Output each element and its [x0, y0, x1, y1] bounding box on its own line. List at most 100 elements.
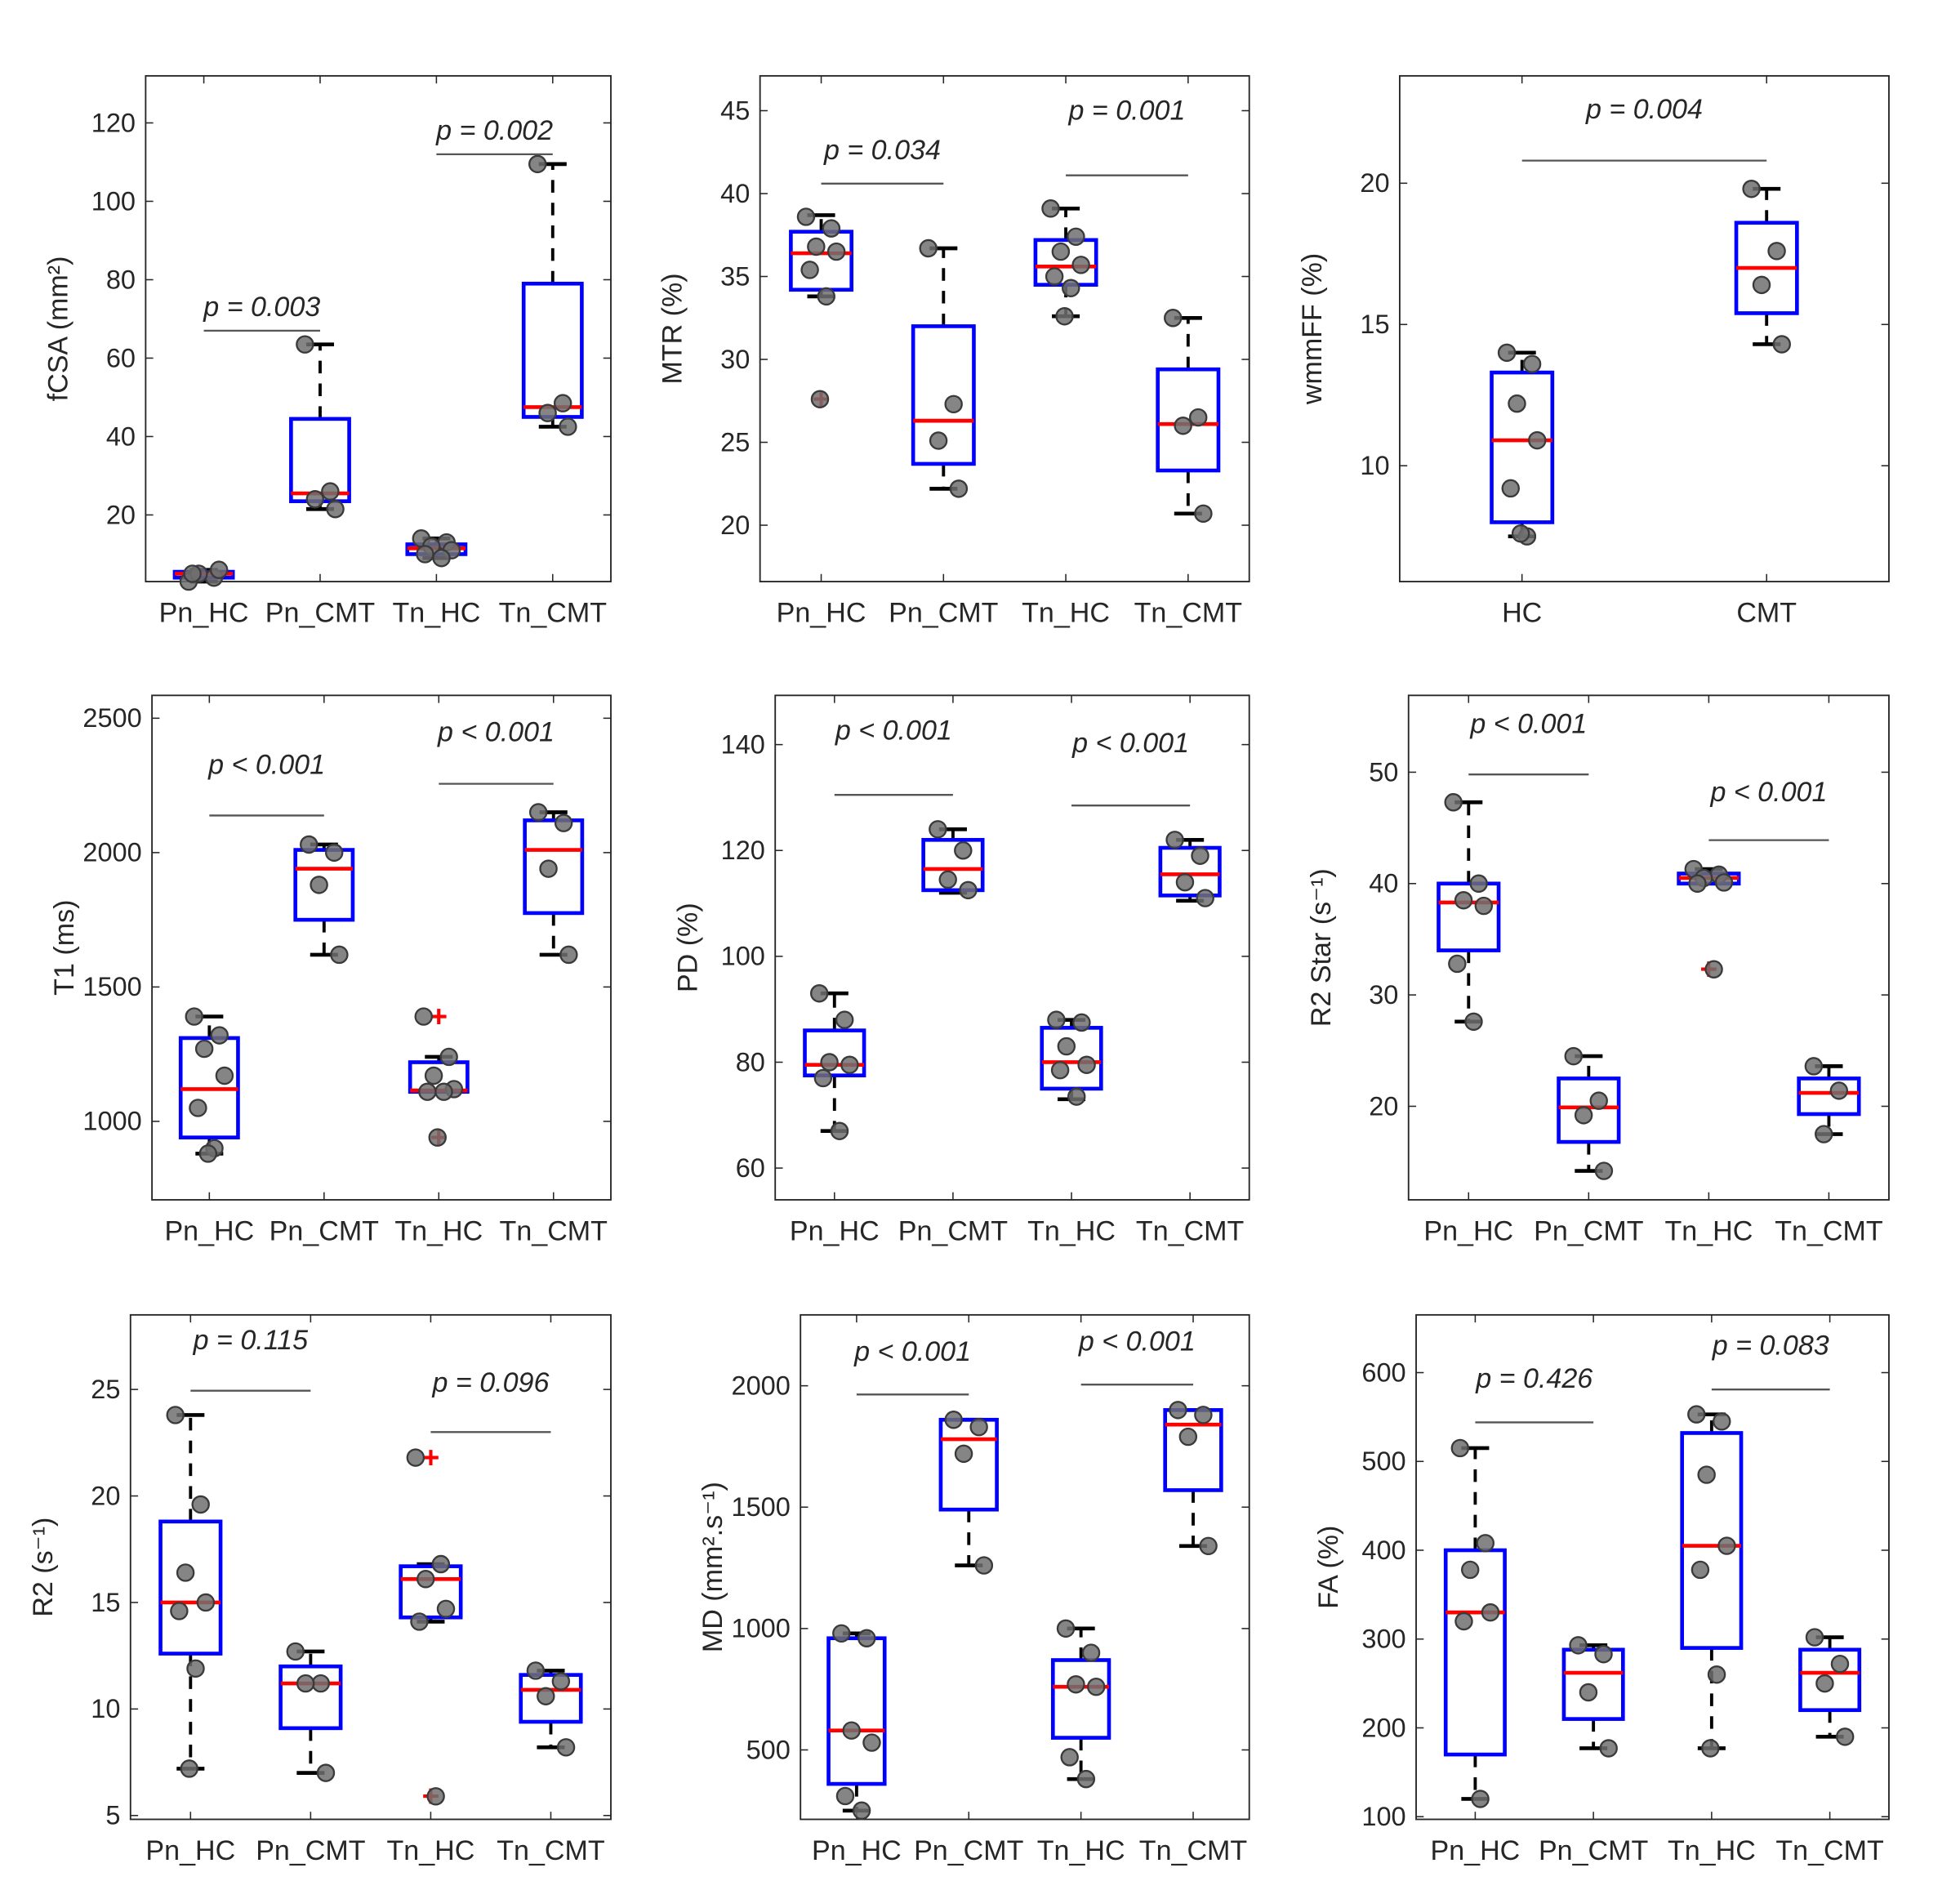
y-tick-label: 100 — [91, 186, 136, 216]
y-axis-label: T1 (ms) — [49, 900, 80, 996]
box-iqr — [1797, 1077, 1861, 1117]
box-Tn_CMT — [1797, 1057, 1861, 1143]
p-value-label: p = 0.096 — [431, 1367, 549, 1398]
x-tick-label: Pn_HC — [812, 1835, 902, 1866]
data-point — [559, 417, 577, 436]
y-tick-label: 100 — [1361, 1802, 1405, 1831]
box-iqr — [1490, 370, 1555, 524]
data-point — [439, 1047, 458, 1067]
x-tick-label: Pn_CMT — [889, 598, 999, 629]
data-point — [176, 1563, 195, 1582]
data-point — [1476, 1534, 1495, 1553]
axes-frame — [1415, 1313, 1890, 1821]
x-tick-label: Pn_HC — [159, 598, 249, 629]
data-point — [807, 237, 826, 256]
box-Pn_HC — [803, 984, 866, 1140]
data-point — [198, 1144, 218, 1163]
data-point — [1804, 1057, 1824, 1076]
data-point — [1174, 417, 1192, 435]
x-tick-label: Pn_CMT — [914, 1835, 1024, 1866]
box-iqr — [399, 1564, 463, 1620]
data-point — [800, 261, 819, 279]
data-point — [406, 1448, 425, 1467]
data-point — [185, 1007, 203, 1026]
data-point — [538, 403, 557, 422]
y-tick-label: 2000 — [82, 838, 141, 867]
p-value-label: p < 0.001 — [853, 1336, 971, 1367]
box-iqr — [519, 1673, 583, 1724]
data-point — [822, 219, 841, 238]
y-axis-label: FA (%) — [1313, 1526, 1344, 1609]
data-point — [215, 1066, 234, 1085]
data-point — [1067, 1087, 1086, 1106]
y-tick-label: 15 — [91, 1588, 120, 1617]
box-iqr — [1163, 1408, 1223, 1492]
box-Tn_CMT — [1156, 309, 1221, 524]
data-point — [1717, 1536, 1736, 1555]
y-tick-label: 20 — [1360, 168, 1389, 198]
data-point — [949, 479, 969, 498]
data-point — [330, 945, 349, 965]
data-point — [1188, 408, 1208, 427]
y-tick-label: 1000 — [731, 1614, 790, 1643]
y-tick-label: 500 — [746, 1735, 791, 1764]
x-tick-label: Pn_HC — [1431, 1835, 1521, 1866]
box-Pn_CMT — [938, 1411, 999, 1575]
y-tick-label: 30 — [1369, 980, 1398, 1010]
panel-9: 100 200 300 400 500 600 Pn_HC Pn_CMT Tn_HC Tn_CMT… — [1313, 1313, 1890, 1866]
box-Tn_CMT — [1163, 1401, 1223, 1556]
x-tick-label: Tn_HC — [1037, 1835, 1125, 1866]
box-iqr — [1437, 881, 1501, 952]
data-point — [1564, 1046, 1583, 1066]
data-point — [1497, 343, 1517, 363]
p-value-label: p < 0.001 — [1078, 1326, 1196, 1357]
data-point — [300, 835, 318, 854]
y-tick-label: 500 — [1361, 1447, 1405, 1476]
data-point — [1829, 1081, 1849, 1100]
box-Tn_HC — [405, 529, 468, 568]
data-point — [1511, 524, 1530, 543]
y-tick-label: 45 — [720, 96, 750, 125]
p-value-label: p < 0.001 — [835, 715, 952, 747]
y-tick-label: 1500 — [82, 972, 141, 1001]
data-point — [310, 876, 328, 894]
data-point — [969, 1417, 988, 1437]
y-axis-label: MD (mm².s⁻¹) — [697, 1482, 728, 1652]
data-point — [1086, 1677, 1106, 1696]
data-point — [209, 560, 229, 579]
box-iqr — [826, 1636, 887, 1786]
box-iqr — [1557, 1077, 1621, 1144]
data-point — [321, 482, 340, 501]
data-point — [189, 1099, 207, 1117]
outlier-marker: + — [430, 999, 448, 1033]
data-point — [428, 1128, 447, 1147]
data-point — [809, 984, 829, 1003]
data-point — [1522, 354, 1542, 373]
data-point — [1194, 1406, 1213, 1424]
box-iqr — [1561, 1647, 1625, 1721]
data-point — [1165, 831, 1184, 849]
data-point — [1460, 1560, 1480, 1580]
data-point — [316, 1763, 336, 1782]
data-point — [1051, 242, 1071, 261]
y-tick-label: 35 — [720, 261, 750, 291]
data-point — [862, 1733, 881, 1752]
y-tick-label: 80 — [736, 1047, 765, 1077]
x-tick-label: HC — [1502, 598, 1542, 629]
y-axis-label: fCSA (mm²) — [42, 256, 74, 402]
panel-1: 20 40 60 80 100 120 Pn_HC Pn_CMT Tn_HC Tn_CMT fCSA… — [42, 74, 612, 629]
data-point — [537, 1687, 555, 1705]
box-iqr — [911, 324, 976, 466]
x-tick-label: CMT — [1736, 598, 1797, 629]
data-point — [553, 394, 572, 412]
x-tick-label: Tn_HC — [1668, 1835, 1756, 1866]
data-point — [1067, 227, 1085, 247]
y-tick-label: 20 — [720, 510, 750, 540]
data-point — [1067, 1675, 1085, 1694]
data-point — [1050, 1060, 1070, 1080]
p-value-label: p = 0.003 — [203, 292, 320, 323]
y-tick-label: 600 — [1361, 1357, 1405, 1387]
data-point — [1056, 1619, 1076, 1638]
data-point — [170, 1602, 189, 1620]
data-point — [1701, 1739, 1720, 1758]
